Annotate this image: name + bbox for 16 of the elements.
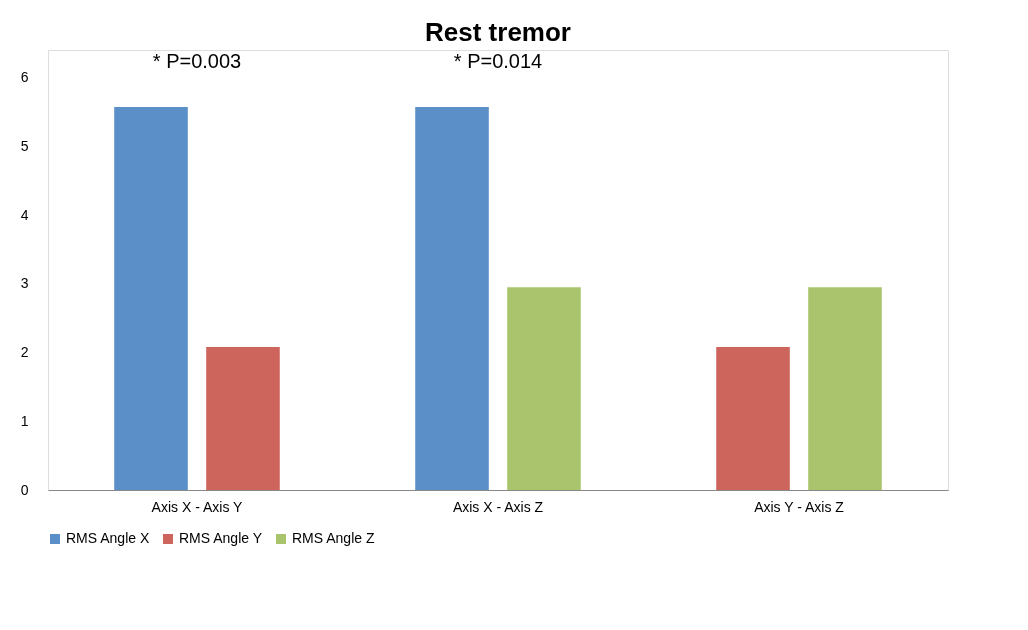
y-tick-label: 1 <box>20 412 29 429</box>
legend-label: RMS Angle X <box>66 530 150 546</box>
annotation: * P=0.014 <box>453 50 543 72</box>
legend-label: RMS Angle Z <box>292 530 375 546</box>
y-tick-label: 3 <box>20 275 29 292</box>
x-tick-label: Axis X - Axis Y <box>151 498 244 515</box>
x-tick-label: Axis X - Axis Z <box>452 498 544 515</box>
x-tick-label: Axis Y - Axis Z <box>754 498 845 515</box>
legend-label: RMS Angle Y <box>179 530 263 546</box>
y-tick-label: 0 <box>20 481 29 498</box>
y-tick-label: 6 <box>20 69 29 85</box>
y-tick-label: 5 <box>20 137 29 154</box>
y-tick-label: 2 <box>20 344 29 360</box>
annotation: * P=0.003 <box>152 50 242 72</box>
chart-title: Rest tremor <box>425 17 571 47</box>
y-tick-label: 4 <box>20 206 29 223</box>
